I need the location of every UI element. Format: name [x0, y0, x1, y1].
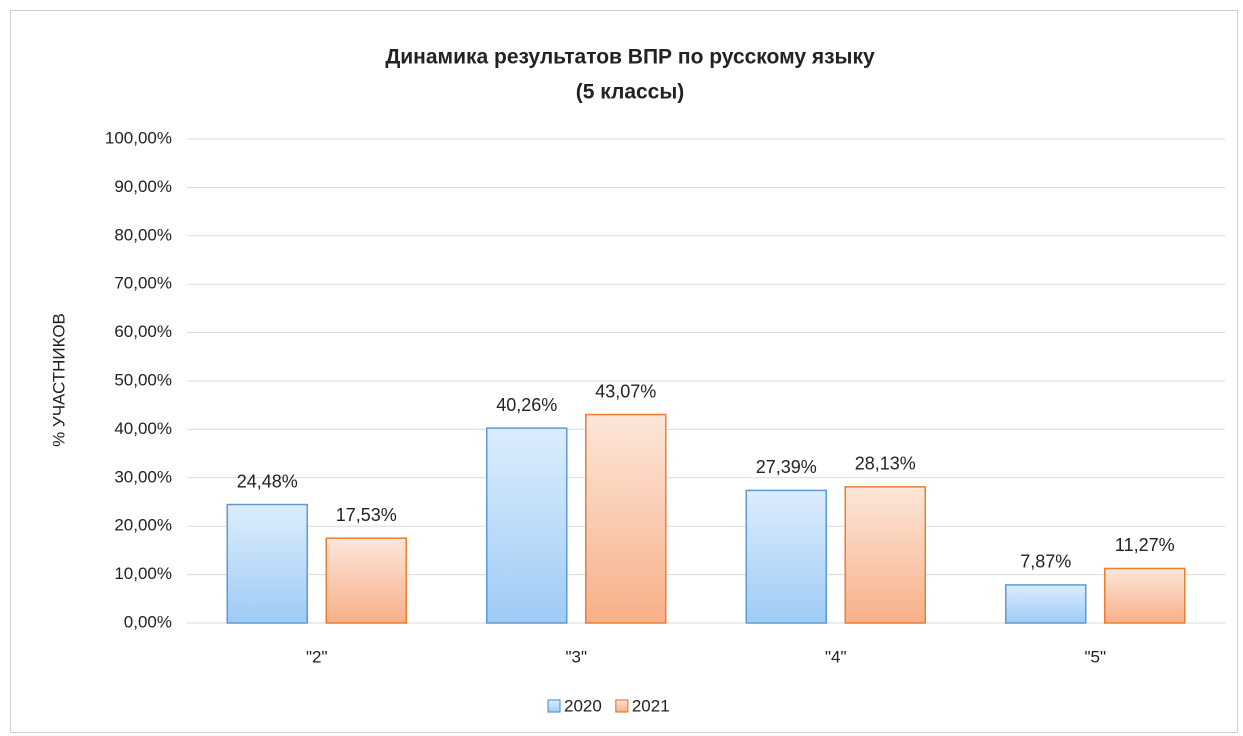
value-label: 7,87% — [1020, 552, 1071, 572]
bar — [1005, 584, 1087, 624]
y-tick-label: 40,00% — [114, 419, 172, 438]
y-tick-label: 50,00% — [114, 370, 172, 389]
legend-swatch — [547, 699, 561, 713]
value-label: 28,13% — [855, 454, 916, 474]
legend-label: 2021 — [632, 696, 670, 715]
chart-title: (5 классы) — [576, 81, 685, 104]
x-tick-label: "2" — [306, 647, 328, 666]
value-label: 17,53% — [336, 505, 397, 525]
x-tick-label: "3" — [565, 647, 587, 666]
value-label: 40,26% — [496, 395, 557, 415]
y-tick-label: 10,00% — [114, 564, 172, 583]
bar — [1104, 567, 1186, 624]
y-tick-label: 30,00% — [114, 467, 172, 486]
value-label: 43,07% — [595, 381, 656, 401]
bar — [745, 489, 827, 624]
bar — [585, 413, 667, 624]
legend-swatch — [615, 699, 629, 713]
chart-border — [10, 10, 1238, 733]
x-tick-label: "4" — [825, 647, 847, 666]
y-tick-label: 20,00% — [114, 516, 172, 535]
y-tick-label: 70,00% — [114, 274, 172, 293]
y-tick-label: 0,00% — [124, 612, 172, 631]
bar — [226, 503, 308, 624]
y-tick-label: 100,00% — [105, 128, 172, 147]
bar — [486, 427, 568, 624]
y-tick-label: 90,00% — [114, 177, 172, 196]
value-label: 11,27% — [1115, 535, 1175, 555]
x-tick-label: "5" — [1084, 647, 1106, 666]
value-label: 27,39% — [756, 457, 817, 477]
chart-title: Динамика результатов ВПР по русскому язы… — [385, 46, 875, 69]
y-tick-label: 80,00% — [114, 225, 172, 244]
bar — [844, 486, 926, 624]
bar — [325, 537, 407, 624]
value-label: 24,48% — [237, 471, 298, 491]
y-axis-label: % УЧАСТНИКОВ — [49, 313, 68, 447]
y-tick-label: 60,00% — [114, 322, 172, 341]
legend-label: 2020 — [564, 696, 602, 715]
